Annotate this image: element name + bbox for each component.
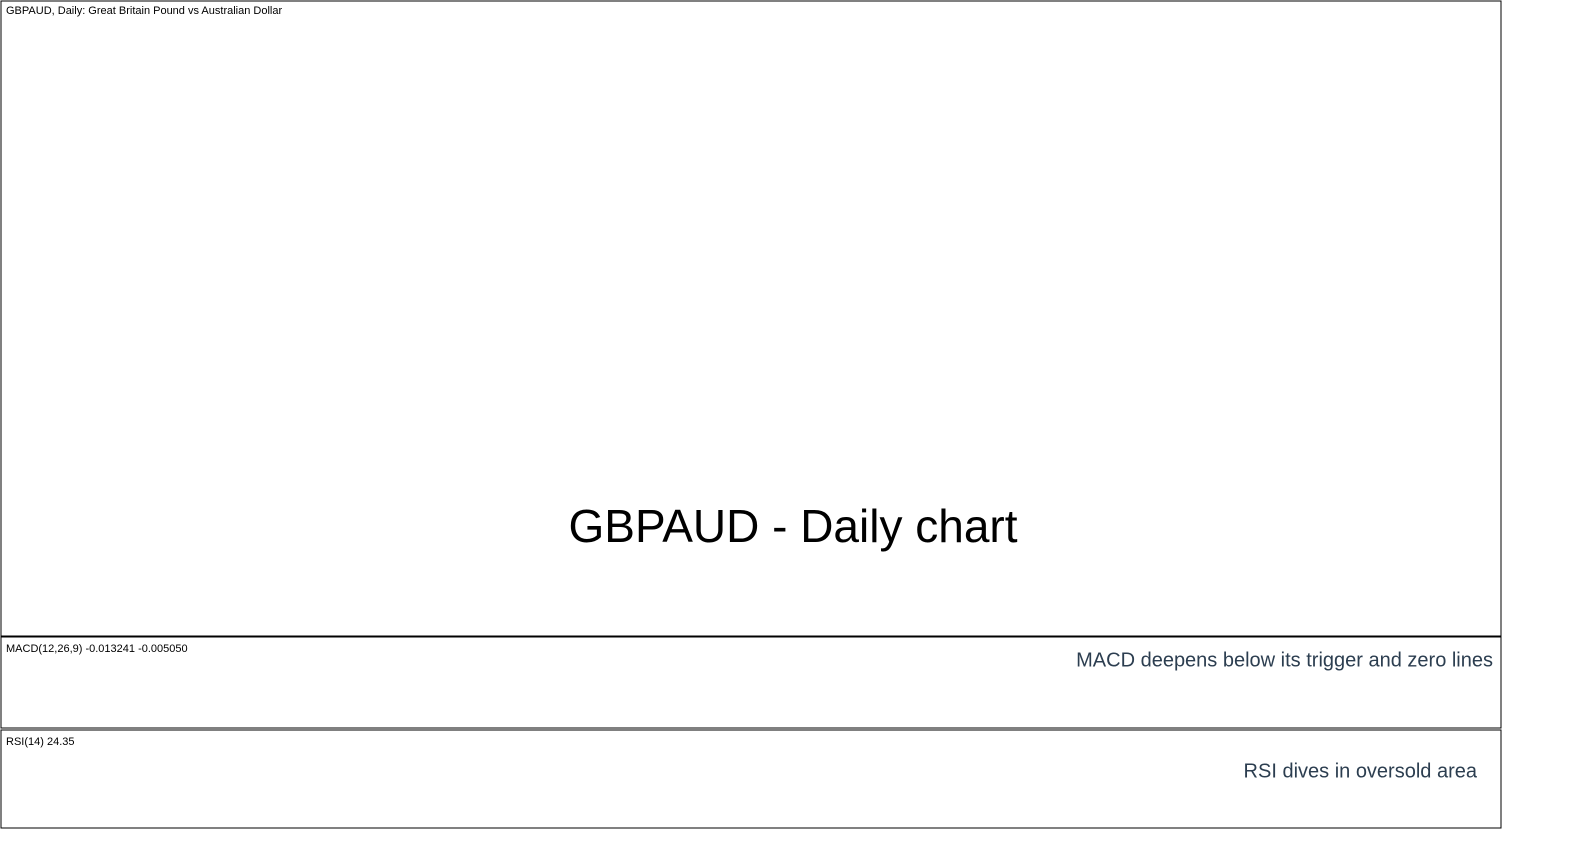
macd-annotation: MACD deepens below its trigger and zero … [1076, 649, 1493, 671]
chart-title: GBPAUD - Daily chart [568, 500, 1017, 552]
rsi-annotation: RSI dives in oversold area [1244, 760, 1478, 782]
price-frame [0, 0, 1502, 637]
macd-frame [0, 636, 1502, 729]
chart-header: GBPAUD, Daily: Great Britain Pound vs Au… [6, 5, 282, 17]
rsi-title: RSI(14) 24.35 [6, 736, 74, 748]
macd-title: MACD(12,26,9) -0.013241 -0.005050 [6, 643, 188, 655]
rsi-frame [0, 729, 1502, 829]
